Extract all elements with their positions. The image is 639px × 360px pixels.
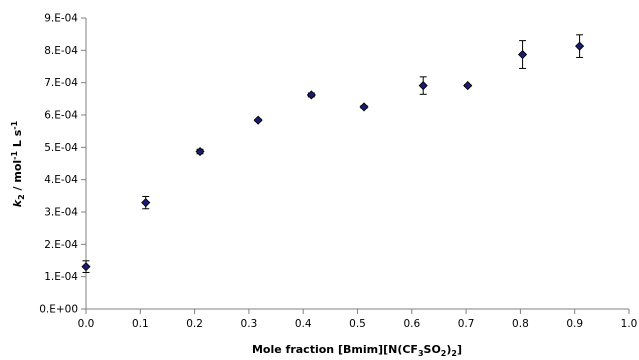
data-point [418, 76, 428, 95]
x-tick-label: 0.7 [458, 318, 475, 330]
x-tick-label: 0.9 [566, 318, 583, 330]
diamond-marker [141, 198, 151, 208]
axis-title-part: k [11, 199, 24, 207]
diamond-marker [463, 81, 473, 91]
diamond-marker [518, 49, 528, 60]
axis-title-part: Mole fraction [Bmim][N(CF [252, 343, 418, 356]
diamond-marker [306, 90, 316, 100]
x-tick-label: 0.1 [132, 318, 149, 330]
y-tick-label: 9.E-04 [44, 13, 78, 25]
axis-title-part: -1 [10, 120, 19, 129]
diamond-marker [359, 102, 369, 112]
x-axis: 0.0 0.1 0.2 0.3 0.4 0.5 0.6 0.7 0.8 0.9 1.0 [78, 308, 638, 330]
x-tick-label: 0.8 [512, 318, 529, 330]
data-point [463, 81, 473, 91]
x-tick-label: 0.4 [295, 318, 312, 330]
diamond-marker [575, 41, 585, 51]
data-point [575, 34, 585, 58]
y-axis-title: k2 / mol-1 L s-1 [10, 120, 26, 207]
y-tick-label: 3.E-04 [44, 207, 78, 219]
data-point [359, 102, 369, 112]
data-point [81, 260, 91, 273]
x-tick-label: 0.0 [78, 318, 95, 330]
diamond-marker [195, 146, 205, 157]
axis-title-part: ) [446, 343, 451, 356]
x-tick-label: 0.3 [241, 318, 258, 330]
axis-title-part: 2 [441, 349, 447, 358]
y-tick-label: 8.E-04 [44, 45, 78, 57]
axis-title-part: L s [11, 129, 24, 151]
data-point [306, 90, 316, 100]
y-tick-label: 5.E-04 [44, 142, 78, 154]
axis-title-part: 3 [418, 349, 424, 358]
data-point [141, 195, 151, 210]
diamond-marker [418, 81, 428, 91]
axis-title-part: 2 [17, 194, 26, 200]
x-tick-label: 0.6 [403, 318, 420, 330]
axis-title-part: / mol [11, 160, 24, 194]
x-tick-label: 0.2 [186, 318, 203, 330]
x-tick-label: 1.0 [621, 318, 638, 330]
diamond-marker [81, 262, 91, 272]
data-point [518, 40, 528, 69]
data-point [195, 146, 205, 157]
axis-title-part: 2 [451, 349, 457, 358]
y-axis: 0.E+00 1.E-04 2.E-04 3.E-04 4.E-04 5.E-04 6.E-… [39, 13, 87, 316]
y-tick-label: 4.E-04 [44, 174, 78, 186]
y-tick-label: 6.E-04 [44, 110, 78, 122]
x-tick-label: 0.5 [349, 318, 366, 330]
axis-title-part: ] [457, 343, 462, 356]
data-series [81, 34, 585, 273]
data-point [253, 115, 263, 125]
y-tick-label: 2.E-04 [44, 239, 78, 251]
x-axis-title: Mole fraction [Bmim][N(CF3SO2)2] [252, 343, 462, 358]
y-tick-label: 0.E+00 [39, 304, 78, 316]
axis-title-part: SO [424, 343, 441, 356]
y-tick-label: 7.E-04 [44, 77, 78, 89]
axis-title-part: -1 [10, 150, 19, 159]
y-tick-label: 1.E-04 [44, 271, 78, 283]
diamond-marker [253, 115, 263, 125]
